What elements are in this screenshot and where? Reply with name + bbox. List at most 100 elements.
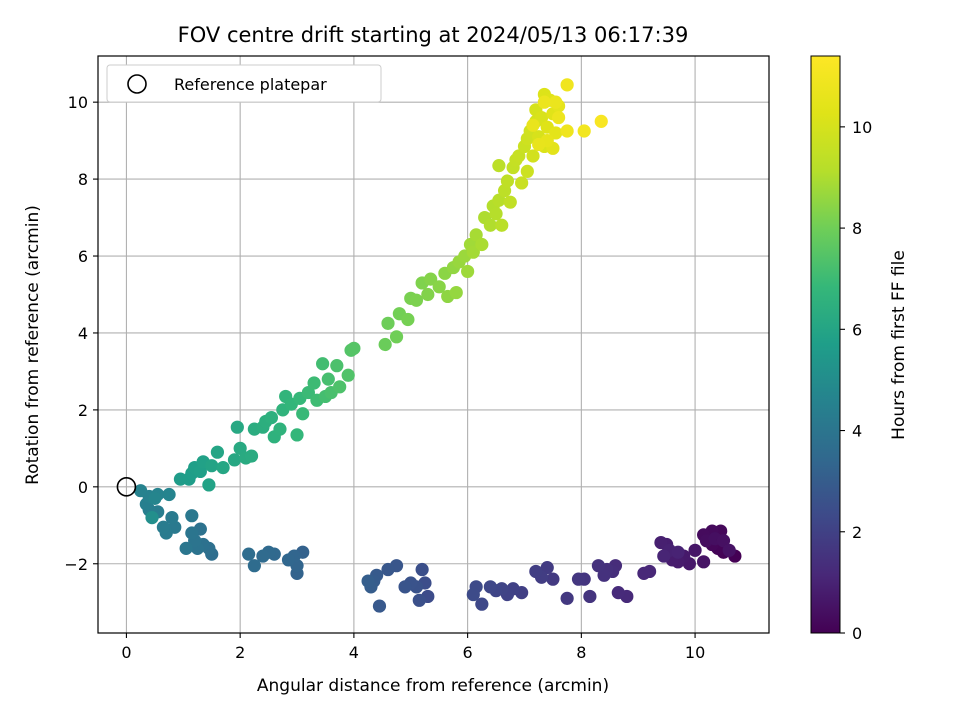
- colorbar-tick-label: 2: [852, 523, 862, 542]
- data-point: [560, 591, 574, 605]
- data-point: [722, 543, 736, 557]
- legend-label: Reference platepar: [174, 75, 327, 94]
- data-point: [205, 459, 219, 473]
- data-point: [330, 359, 344, 373]
- data-point: [247, 559, 261, 573]
- colorbar: 0 2 4 6 8 10 Hours from first FF file: [810, 55, 909, 643]
- legend: Reference platepar: [106, 64, 382, 103]
- data-point: [401, 312, 415, 327]
- data-point: [534, 110, 549, 125]
- colorbar-tick-label: 10: [852, 118, 872, 137]
- colorbar-tick-label: 6: [852, 320, 862, 339]
- data-point: [242, 547, 256, 561]
- data-point: [179, 541, 193, 555]
- data-point: [537, 95, 551, 109]
- data-point: [489, 207, 503, 221]
- data-point: [495, 218, 509, 232]
- data-point: [202, 478, 216, 492]
- data-point: [591, 559, 606, 573]
- data-point: [716, 534, 731, 548]
- data-point: [185, 526, 199, 540]
- data-point: [597, 568, 611, 582]
- data-point: [415, 562, 429, 577]
- reference-point-marker: [116, 477, 137, 497]
- y-tick-label: 2: [78, 401, 88, 420]
- data-point: [341, 368, 355, 382]
- y-tick-label: 8: [78, 170, 88, 189]
- data-point: [637, 566, 651, 580]
- data-point: [361, 574, 375, 588]
- data-point: [389, 330, 404, 344]
- data-point: [321, 372, 335, 386]
- data-point: [381, 316, 395, 330]
- data-point: [466, 245, 480, 259]
- data-point: [611, 586, 625, 600]
- data-point: [657, 549, 671, 563]
- colorbar-tick-label: 0: [852, 624, 862, 643]
- scatter-points: [134, 78, 742, 613]
- x-axis-label: Angular distance from reference (arcmin): [257, 676, 609, 696]
- data-point: [492, 159, 506, 173]
- data-point: [424, 272, 438, 286]
- data-point: [233, 441, 247, 455]
- data-point: [469, 228, 483, 242]
- x-tick-label: 4: [349, 643, 359, 662]
- data-point: [577, 124, 591, 138]
- y-tick-label: 10: [68, 93, 88, 112]
- data-point: [483, 580, 497, 594]
- x-tick-label: 6: [463, 643, 473, 662]
- y-axis-ticks: −2 0 2 4 6 8 10: [64, 93, 98, 574]
- x-tick-label: 0: [121, 643, 131, 662]
- data-point: [503, 195, 517, 209]
- x-tick-label: 10: [685, 643, 705, 662]
- legend-marker-icon: [127, 74, 147, 94]
- y-tick-label: −2: [64, 555, 88, 574]
- data-point: [475, 597, 489, 611]
- data-point: [552, 110, 566, 125]
- data-point: [296, 407, 310, 421]
- data-point: [230, 420, 244, 434]
- data-point: [162, 487, 176, 502]
- plot-background: [98, 56, 769, 633]
- data-point: [347, 341, 361, 355]
- data-point: [449, 285, 463, 300]
- data-point: [654, 536, 668, 550]
- data-point: [526, 118, 540, 132]
- data-point: [216, 460, 230, 475]
- data-point: [398, 580, 412, 594]
- data-point: [594, 114, 608, 128]
- x-axis-ticks: 0 2 4 6 8 10: [121, 633, 705, 662]
- x-tick-label: 2: [235, 643, 245, 662]
- data-point: [461, 264, 475, 279]
- data-point: [571, 572, 586, 586]
- data-point: [540, 561, 554, 575]
- data-point: [281, 553, 296, 567]
- data-point: [165, 510, 179, 525]
- data-point: [421, 287, 435, 302]
- colorbar-label: Hours from first FF file: [889, 250, 909, 440]
- data-point: [483, 218, 497, 232]
- data-point: [532, 137, 546, 152]
- data-point: [185, 509, 199, 523]
- data-point: [560, 78, 574, 92]
- data-point: [688, 543, 702, 557]
- data-point: [529, 564, 543, 579]
- data-point: [290, 428, 304, 442]
- colorbar-ticks: 0 2 4 6 8 10: [840, 118, 872, 643]
- data-point: [549, 126, 563, 140]
- data-point: [145, 510, 159, 525]
- data-point: [381, 562, 395, 577]
- data-point: [492, 193, 506, 207]
- data-point: [697, 555, 711, 569]
- legend-box: [106, 64, 382, 103]
- data-point: [546, 572, 560, 586]
- data-point: [244, 449, 259, 463]
- x-tick-label: 8: [576, 643, 586, 662]
- data-point: [316, 357, 330, 371]
- data-point: [372, 599, 387, 613]
- data-point: [671, 545, 685, 559]
- chart-title: FOV centre drift starting at 2024/05/13 …: [178, 23, 689, 47]
- colorbar-tick-label: 8: [852, 219, 862, 238]
- data-point: [500, 174, 515, 188]
